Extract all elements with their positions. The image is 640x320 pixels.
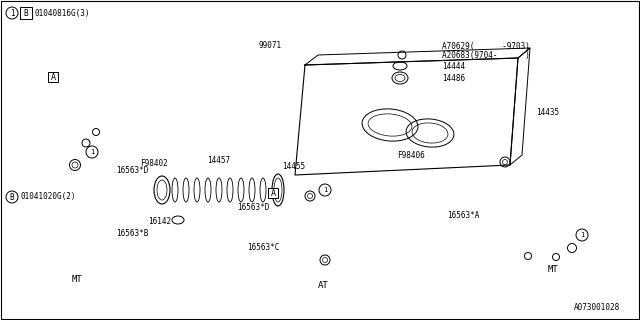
Text: A: A [271,188,275,197]
Text: A20683(9704-      ): A20683(9704- ) [442,51,530,60]
Text: 1: 1 [90,149,94,155]
Text: MT: MT [72,276,83,284]
Text: 14455: 14455 [282,162,305,171]
Bar [20,7,32,19]
Text: 1: 1 [323,187,327,193]
Text: 14486: 14486 [442,74,465,83]
Text: 99071: 99071 [258,41,281,50]
Polygon shape [295,58,518,175]
Text: 01040816G(3): 01040816G(3) [34,9,90,18]
Text: F98406: F98406 [397,150,425,159]
Text: 14457: 14457 [207,156,230,164]
Text: A073001028: A073001028 [573,303,620,312]
Text: 14444: 14444 [442,61,465,70]
Text: 16142: 16142 [148,218,171,227]
Text: 14435: 14435 [536,108,559,116]
Bar [48,72,58,82]
Text: 16563*B: 16563*B [116,228,148,237]
Text: 16563*A: 16563*A [447,211,479,220]
Text: MT: MT [548,266,559,275]
Text: 16563*C: 16563*C [246,244,279,252]
Polygon shape [510,48,530,165]
Polygon shape [305,48,530,65]
Text: 01041020G(2): 01041020G(2) [20,193,76,202]
Text: A: A [51,73,56,82]
Text: 16563*D: 16563*D [237,204,269,212]
Text: B: B [24,9,28,18]
Text: AT: AT [318,281,329,290]
Text: 1: 1 [10,9,14,18]
Text: B: B [10,193,14,202]
Text: 16563*D: 16563*D [116,165,148,174]
Text: A70629(      -9703): A70629( -9703) [442,42,530,51]
Text: 1: 1 [580,232,584,238]
Bar [268,188,278,198]
Text: F98402: F98402 [140,158,168,167]
